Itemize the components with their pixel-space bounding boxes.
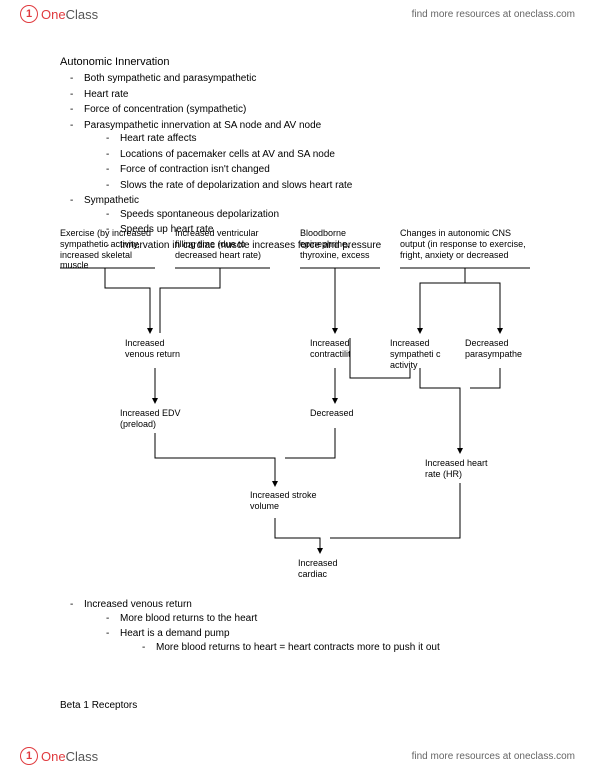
flow-node: Increased stroke volume — [250, 490, 320, 512]
page-title: Autonomic Innervation — [60, 56, 555, 68]
list-item: Heart rate — [84, 88, 555, 102]
footer: 1 OneClass find more resources at onecla… — [0, 742, 595, 770]
flow-node: Bloodborne epinephrine, thyroxine, exces… — [300, 228, 390, 260]
flow-node: Decreased — [310, 408, 370, 419]
flow-node: Decreased parasympathe — [465, 338, 540, 360]
list-item: Both sympathetic and parasympathetic — [84, 72, 555, 86]
list-item: Force of contraction isn't changed — [120, 163, 555, 177]
list-item: Parasympathetic innervation at SA node a… — [84, 119, 555, 193]
list-item: Locations of pacemaker cells at AV and S… — [120, 148, 555, 162]
flow-node: Exercise (by increased sympathetic activ… — [60, 228, 160, 271]
flow-node: Increased venous return — [125, 338, 195, 360]
logo-text-one: One — [41, 749, 66, 764]
list-item: Heart is a demand pump More blood return… — [120, 627, 555, 654]
logo: 1 OneClass — [20, 5, 98, 23]
logo-text-one: One — [41, 7, 66, 22]
list-item: Increased venous return More blood retur… — [84, 598, 555, 654]
section-venous-return: Increased venous return More blood retur… — [60, 598, 555, 656]
flow-node: Increased EDV (preload) — [120, 408, 205, 430]
flow-node: Increased contractilit — [310, 338, 370, 360]
list-item: Heart rate affects — [120, 132, 555, 146]
logo-text-class: Class — [66, 749, 99, 764]
header: 1 OneClass find more resources at onecla… — [0, 0, 595, 28]
list-item: Speeds spontaneous depolarization — [120, 208, 555, 222]
document-content: Autonomic Innervation Both sympathetic a… — [60, 56, 555, 254]
logo-icon: 1 — [20, 747, 38, 765]
flowchart: Exercise (by increased sympathetic activ… — [60, 228, 540, 588]
main-list: Both sympathetic and parasympathetic Hea… — [60, 72, 555, 252]
flow-node: Increased ventricular filling time (due … — [175, 228, 275, 260]
heading-beta1: Beta 1 Receptors — [60, 700, 137, 711]
header-tagline: find more resources at oneclass.com — [412, 9, 575, 20]
logo-text-class: Class — [66, 7, 99, 22]
list-item: Slows the rate of depolarization and slo… — [120, 179, 555, 193]
flow-node: Increased cardiac — [298, 558, 353, 580]
flow-node: Increased heart rate (HR) — [425, 458, 505, 480]
flow-node: Increased sympatheti c activity — [390, 338, 455, 370]
list-item: More blood returns to heart = heart cont… — [156, 641, 555, 655]
footer-tagline: find more resources at oneclass.com — [412, 751, 575, 762]
logo-icon: 1 — [20, 5, 38, 23]
flow-node: Changes in autonomic CNS output (in resp… — [400, 228, 535, 260]
list-item: More blood returns to the heart — [120, 612, 555, 626]
list-item: Force of concentration (sympathetic) — [84, 103, 555, 117]
logo: 1 OneClass — [20, 747, 98, 765]
